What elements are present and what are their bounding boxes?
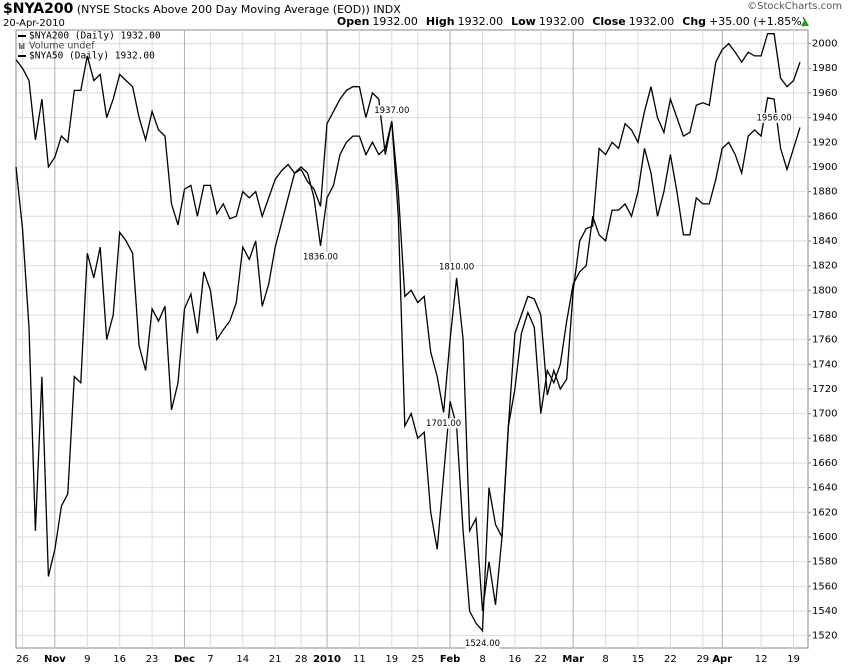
y-tick-label: 2000 [812, 39, 837, 50]
x-tick-label: 19 [787, 654, 800, 665]
quote-value: 1932.00 [457, 15, 504, 28]
quote-label: Close [592, 15, 626, 28]
annotation-box [439, 261, 474, 272]
x-tick-label: Nov [44, 654, 66, 665]
x-tick-label: 12 [755, 654, 768, 665]
y-tick-label: 1760 [812, 335, 837, 346]
x-tick-label: 28 [295, 654, 308, 665]
x-tick-label: Feb [440, 654, 460, 665]
legend-volume-icon [23, 43, 25, 49]
quote-label: High [425, 15, 455, 28]
annotation-box [303, 251, 338, 262]
y-tick-label: 1600 [812, 532, 837, 543]
y-tick-label: 1660 [812, 458, 837, 469]
y-tick-label: 1960 [812, 88, 837, 99]
x-tick-label: Dec [174, 654, 195, 665]
annotation: 1810.00 [439, 262, 474, 272]
y-tick-label: 1640 [812, 483, 837, 494]
quote-bar: Open 1932.00 High 1932.00 Low 1932.00 Close 193… [329, 15, 806, 28]
quote-value: 1932.00 [372, 15, 418, 28]
header-left: $NYA200 (NYSE Stocks Above 200 Day Movin… [3, 1, 401, 17]
annotation: 1524.00 [465, 639, 500, 649]
x-tick-label: 8 [479, 654, 485, 665]
annotation-box [465, 638, 500, 649]
annotation-box [757, 112, 792, 123]
x-tick-label: 22 [534, 654, 547, 665]
y-tick-label: 1860 [812, 211, 837, 222]
y-tick-label: 1880 [812, 187, 837, 198]
y-tick-label: 1540 [812, 606, 837, 617]
legend-volume-icon [21, 45, 23, 49]
y-tick-label: 1780 [812, 310, 837, 321]
x-tick-label: 16 [113, 654, 126, 665]
description: (NYSE Stocks Above 200 Day Moving Averag… [76, 3, 370, 16]
y-tick-label: 1920 [812, 137, 837, 148]
quote-label: Low [511, 15, 536, 28]
x-tick-label: 8 [602, 654, 608, 665]
y-tick-label: 1700 [812, 409, 837, 420]
annotation-box [426, 418, 461, 429]
x-tick-label: 26 [16, 654, 29, 665]
y-tick-label: 1820 [812, 261, 837, 272]
annotation: 1937.00 [374, 106, 409, 116]
x-tick-label: 23 [146, 654, 159, 665]
y-tick-label: 1740 [812, 359, 837, 370]
y-tick-label: 1680 [812, 433, 837, 444]
legend-label: $NYA200 (Daily) 1932.00 [29, 31, 161, 42]
legend-label: Volume undef [29, 41, 95, 52]
x-tick-label: 7 [207, 654, 213, 665]
x-tick-label: 15 [632, 654, 645, 665]
watermark: ©StockCharts.com [747, 1, 842, 12]
quote-value: 1932.00 [628, 15, 675, 28]
quote-label: Open [336, 15, 370, 28]
x-tick-label: 29 [696, 654, 709, 665]
x-tick-label: 19 [385, 654, 398, 665]
series-line [15, 33, 801, 612]
exchange: INDX [373, 3, 401, 16]
x-tick-label: 22 [664, 654, 677, 665]
x-tick-label: 9 [84, 654, 90, 665]
y-tick-label: 1840 [812, 236, 837, 247]
x-tick-label: 16 [509, 654, 522, 665]
annotation: 1836.00 [303, 252, 338, 262]
quote-value: +35.00 (+1.85%) [709, 15, 806, 28]
quote-label: Chg [682, 15, 707, 28]
y-tick-label: 1560 [812, 581, 837, 592]
y-tick-label: 1800 [812, 285, 837, 296]
up-arrow [801, 19, 809, 26]
y-tick-label: 1900 [812, 162, 837, 173]
y-tick-label: 1720 [812, 384, 837, 395]
legend-label: $NYA50 (Daily) 1932.00 [29, 51, 155, 62]
x-tick-label: Mar [562, 654, 584, 665]
x-tick-label: 25 [411, 654, 424, 665]
annotation: 1701.00 [426, 419, 461, 429]
quote-value: 1932.00 [538, 15, 585, 28]
y-tick-label: 1940 [812, 113, 837, 124]
plot-area [15, 29, 809, 649]
annotation-box [374, 105, 409, 116]
y-tick-label: 1580 [812, 557, 837, 568]
series-line [15, 97, 801, 633]
x-tick-label: 11 [353, 654, 366, 665]
y-tick-label: 1980 [812, 63, 837, 74]
symbol: $NYA200 [3, 1, 74, 17]
date: 20-Apr-2010 [3, 18, 65, 29]
y-tick-label: 1520 [812, 631, 837, 642]
x-tick-label: 2010 [313, 654, 341, 665]
legend-volume-icon [19, 43, 21, 49]
y-tick-label: 1620 [812, 507, 837, 518]
x-tick-label: 21 [269, 654, 282, 665]
x-tick-label: Apr [712, 654, 732, 665]
x-tick-label: 14 [236, 654, 249, 665]
annotation: 1956.00 [757, 113, 792, 123]
